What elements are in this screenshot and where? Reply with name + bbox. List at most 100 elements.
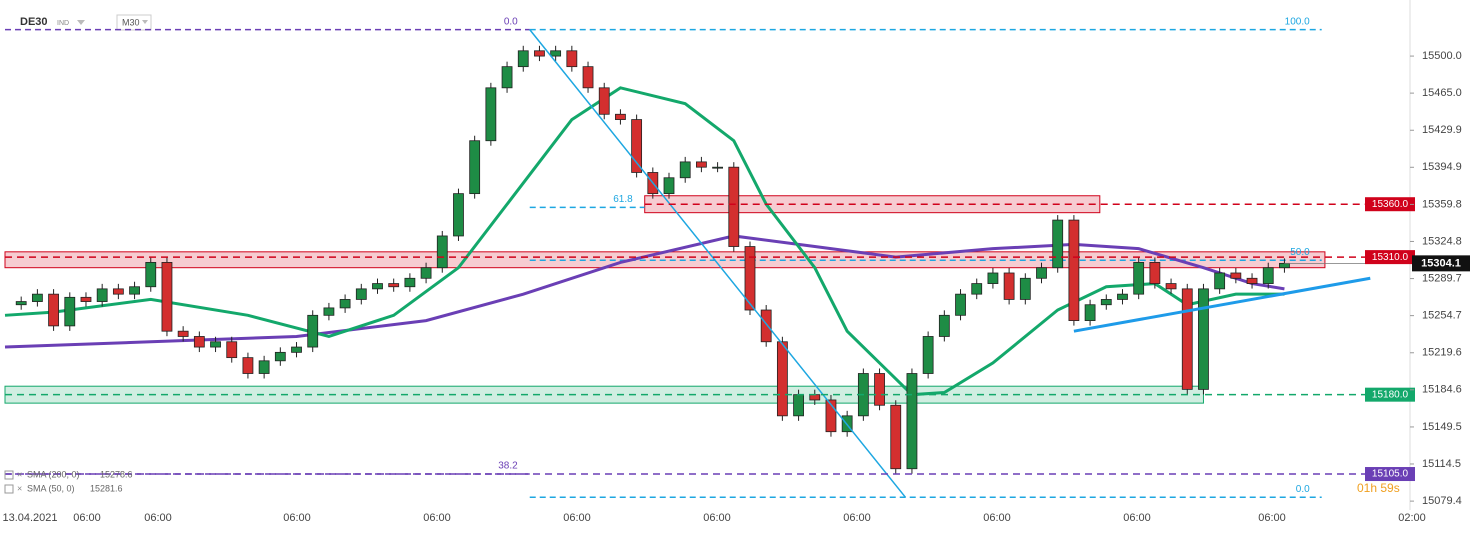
y-tick-label: 15219.6	[1422, 347, 1462, 359]
candle	[679, 161, 691, 179]
y-tick-label: 15324.8	[1422, 235, 1462, 247]
trendline	[529, 29, 907, 498]
candle	[534, 50, 545, 57]
candle	[1019, 277, 1031, 300]
candle	[64, 296, 76, 327]
candle	[436, 235, 448, 269]
countdown: 01h 59s	[1357, 481, 1400, 495]
candle	[1198, 288, 1209, 390]
candle	[177, 330, 189, 337]
legend-value: 15281.6	[90, 483, 123, 493]
y-tick-label: 15149.5	[1422, 421, 1462, 433]
legend-icon	[4, 484, 14, 494]
candle	[388, 283, 400, 288]
candle	[825, 399, 837, 433]
candle	[96, 288, 108, 302]
candle	[1036, 267, 1047, 279]
legend-close: ×	[17, 469, 22, 479]
trendline	[1073, 276, 1371, 333]
x-tick-label: 06:00	[144, 512, 172, 524]
x-tick-label: 06:00	[73, 512, 101, 524]
candle	[112, 288, 124, 295]
candle	[501, 66, 513, 89]
legend-name: SMA (200, 0)	[27, 469, 80, 479]
y-tick-label: 15079.4	[1422, 495, 1462, 507]
candle	[1003, 272, 1015, 300]
candle	[760, 309, 772, 343]
candle	[453, 193, 464, 237]
candle	[728, 166, 740, 247]
candle	[80, 296, 92, 302]
candle	[291, 346, 302, 353]
candle	[274, 351, 286, 362]
candle	[1117, 293, 1128, 300]
candle	[566, 50, 578, 68]
legend-close: ×	[17, 483, 22, 493]
candle	[307, 314, 319, 348]
candle	[776, 341, 788, 417]
y-tick-label: 15254.7	[1422, 310, 1462, 322]
sma-line	[4, 86, 1285, 397]
y-tick-label: 15114.5	[1422, 458, 1461, 470]
candle	[339, 299, 351, 309]
timeframe-box[interactable]	[116, 14, 152, 31]
level-label: 15180.0	[1372, 389, 1409, 400]
candle	[161, 262, 173, 332]
symbol-type: IND	[57, 20, 69, 27]
candle	[809, 394, 821, 401]
x-tick-label: 06:00	[983, 512, 1011, 524]
candle	[145, 262, 157, 288]
dropdown[interactable]	[142, 20, 148, 24]
candle	[906, 373, 918, 470]
level-box	[1365, 250, 1415, 265]
candle	[987, 272, 999, 284]
fib-label: 0.0	[504, 16, 518, 27]
candle	[129, 286, 140, 295]
y-tick-label: 15394.9	[1422, 161, 1462, 173]
y-tick-label: 15184.6	[1422, 384, 1462, 396]
candle	[1100, 299, 1112, 306]
candle	[550, 50, 562, 57]
candle	[1262, 267, 1274, 284]
candle	[1149, 262, 1161, 284]
x-tick-label: 13.04.2021	[2, 512, 57, 524]
x-tick-label: 06:00	[843, 512, 871, 524]
x-tick-label: 06:00	[703, 512, 731, 524]
candle	[404, 277, 416, 288]
x-tick-label: 02:00	[1398, 512, 1426, 524]
candle	[890, 404, 902, 470]
candle	[210, 341, 221, 348]
candle	[258, 360, 270, 374]
candle	[1214, 272, 1226, 290]
candle	[793, 394, 804, 417]
candle	[193, 336, 205, 348]
candle	[355, 288, 367, 300]
level-box	[1365, 387, 1415, 402]
dropdown[interactable]	[77, 20, 85, 25]
level-label: 15105.0	[1372, 469, 1409, 480]
symbol: DE30	[20, 16, 48, 28]
candle	[242, 357, 254, 374]
candle	[971, 283, 983, 295]
zone	[4, 385, 1204, 404]
candle	[1279, 262, 1290, 269]
fib-label: 100.0	[1285, 16, 1310, 27]
candle	[955, 293, 966, 316]
fib-label: 50.0	[1290, 247, 1310, 258]
candle	[372, 283, 383, 290]
candle	[712, 166, 723, 169]
y-tick-label: 15359.8	[1422, 198, 1462, 210]
x-tick-label: 06:00	[563, 512, 591, 524]
level-box	[1365, 197, 1415, 212]
x-tick-label: 06:00	[1123, 512, 1151, 524]
candle	[696, 161, 707, 168]
fib-label: 61.8	[613, 194, 633, 205]
candle	[323, 307, 335, 316]
level-label: 15310.0	[1372, 252, 1409, 263]
candle	[15, 301, 27, 306]
candle	[1133, 262, 1145, 295]
candle	[31, 293, 43, 302]
candle	[1181, 288, 1193, 390]
